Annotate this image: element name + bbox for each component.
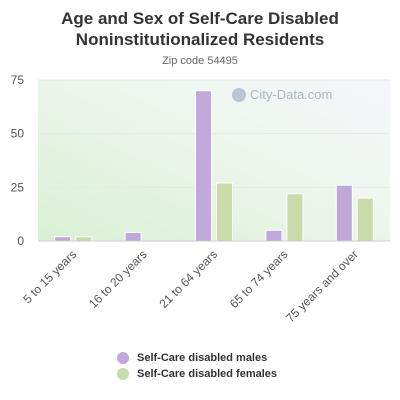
x-tick-label: 21 to 64 years [156, 247, 220, 311]
city-data-logo-icon [232, 87, 246, 102]
bar-females-0 [75, 236, 93, 242]
legend-item-males: Self-Care disabled males [117, 350, 277, 366]
watermark-text: City-Data.com [250, 87, 333, 102]
y-tick-label: 25 [11, 180, 25, 194]
x-tick-label: 65 to 74 years [227, 247, 291, 311]
gridlines [38, 79, 390, 188]
chart-title: Age and Sex of Self-Care Disabled Nonins… [0, 8, 400, 50]
legend: Self-Care disabled males Self-Care disab… [117, 350, 277, 382]
chart-title-line-1: Age and Sex of Self-Care Disabled [61, 9, 339, 28]
y-tick-labels: 0 25 50 75 [11, 73, 25, 248]
chart-subtitle: Zip code 54495 [162, 55, 238, 67]
y-tick-label: 50 [11, 127, 25, 141]
bar-males-2 [195, 90, 212, 242]
bar-females-3 [286, 193, 304, 242]
legend-label-females: Self-Care disabled females [137, 368, 278, 380]
x-tick-label: 75 years and over [283, 247, 361, 325]
bar-males-3 [265, 229, 283, 242]
plot-area [38, 80, 390, 241]
watermark: City-Data.com [232, 87, 332, 102]
legend-label-males: Self-Care disabled males [137, 352, 268, 364]
bar-females-2 [216, 182, 233, 242]
chart-title-line-2: Noninstitutionalized Residents [75, 30, 325, 49]
bar-males-0 [54, 236, 72, 242]
x-tick-labels: 5 to 15 years 16 to 20 years 21 to 64 year… [20, 247, 361, 325]
y-tick-label: 0 [17, 234, 24, 248]
bar-males-1 [124, 231, 142, 242]
legend-swatch-females [117, 368, 129, 380]
x-tick-label: 16 to 20 years [86, 247, 150, 311]
bar-females-4 [356, 197, 374, 242]
legend-item-females: Self-Care disabled females [117, 366, 277, 382]
y-tick-label: 75 [11, 73, 25, 87]
legend-swatch-males [117, 352, 129, 364]
x-tick-label: 5 to 15 years [20, 247, 79, 306]
bar-males-4 [335, 184, 353, 242]
